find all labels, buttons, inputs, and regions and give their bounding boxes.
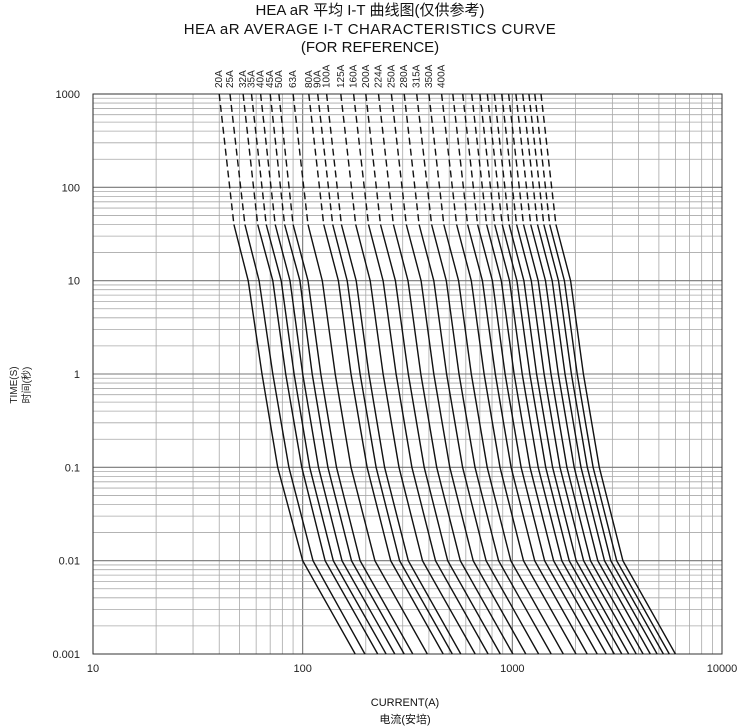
y-tick-label: 0.01 xyxy=(59,556,80,568)
rating-label-20A: 20A xyxy=(214,70,225,88)
rating-label-224A: 224A xyxy=(374,64,385,88)
y-axis-label-cn: 时间(秒) xyxy=(20,367,33,404)
rating-label-400A: 400A xyxy=(437,64,448,88)
rating-label-25A: 25A xyxy=(225,70,236,88)
y-tick-labels: 0.001 0.01 0.1 1 10 100 1000 xyxy=(52,89,80,661)
rating-label-50A: 50A xyxy=(274,70,285,88)
rating-label-280A: 280A xyxy=(399,64,410,88)
rating-label-315A: 315A xyxy=(412,64,423,88)
x-tick-label: 1000 xyxy=(500,663,524,675)
rating-label-63A: 63A xyxy=(288,70,299,88)
y-tick-label: 100 xyxy=(62,182,80,194)
x-axis-label: CURRENT(A) xyxy=(0,697,740,709)
y-tick-label: 1000 xyxy=(56,89,80,101)
x-tick-label: 10000 xyxy=(707,663,738,675)
x-tick-label: 100 xyxy=(293,663,311,675)
rating-label-250A: 250A xyxy=(386,64,397,88)
rating-label-125A: 125A xyxy=(336,64,347,88)
y-axis-label: TIME(S) 时间(秒) xyxy=(9,366,33,403)
rating-label-350A: 350A xyxy=(424,64,435,88)
x-tick-label: 10 xyxy=(87,663,99,675)
y-axis-label-en: TIME(S) xyxy=(9,366,20,403)
x-axis-label-cn: 电流(安培) xyxy=(0,711,740,727)
rating-label-100A: 100A xyxy=(322,64,333,88)
rating-label-160A: 160A xyxy=(349,64,360,88)
rating-label-200A: 200A xyxy=(361,64,372,88)
y-tick-label: 0.1 xyxy=(65,462,80,474)
x-tick-labels: 10 100 1000 10000 xyxy=(87,663,737,675)
y-tick-label: 10 xyxy=(68,276,80,288)
y-tick-label: 1 xyxy=(74,369,80,381)
y-tick-label: 0.001 xyxy=(52,649,80,661)
